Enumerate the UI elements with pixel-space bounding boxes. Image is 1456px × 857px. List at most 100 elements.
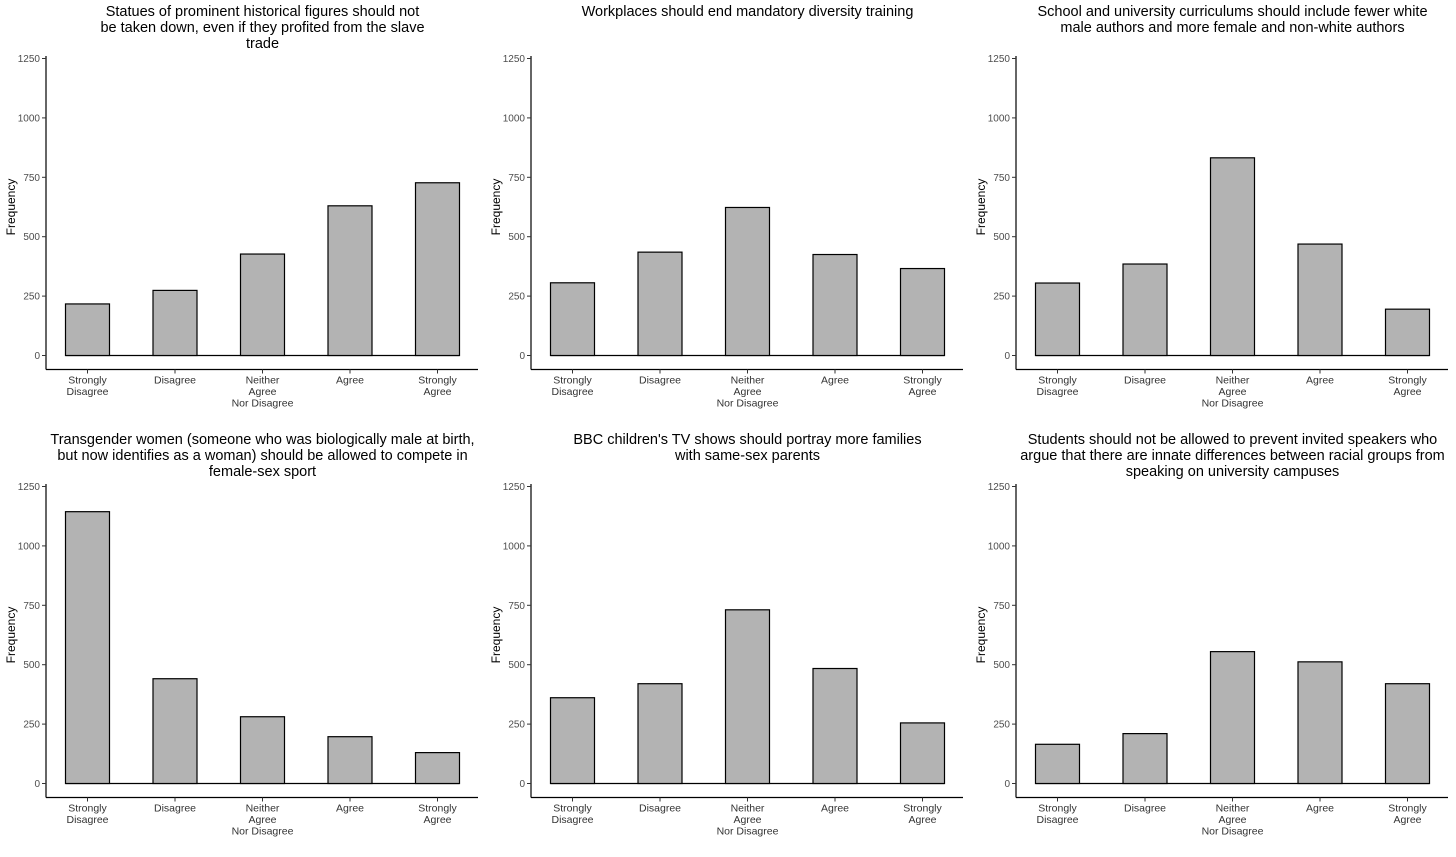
- x-tick-label: Neither Agree Nor Disagree: [1202, 375, 1264, 410]
- y-tick-label: 1000: [988, 541, 1011, 552]
- x-tick-label: Strongly Disagree: [1036, 803, 1078, 827]
- bar: [1122, 263, 1168, 357]
- y-tick-label: 250: [508, 292, 525, 303]
- chart-panel-bbc-tv: BBC children's TV shows should portray m…: [485, 428, 970, 856]
- bar: [1384, 308, 1431, 357]
- chart-svg: 0 250 500 750 1000 1250 Frequency Strongly Disag…: [4, 54, 478, 410]
- y-tick-label: 250: [508, 720, 525, 731]
- y-tick-label: 1250: [503, 54, 526, 65]
- bar: [1122, 733, 1168, 785]
- chart-svg: 0 250 500 750 1000 1250 Frequency Strongly Disag…: [489, 482, 963, 838]
- x-tick-label: Agree: [336, 375, 364, 387]
- x-tick-label: Neither Agree Nor Disagree: [717, 375, 779, 410]
- x-tick-label: Agree: [1306, 375, 1334, 387]
- x-tick-label: Strongly Agree: [1388, 803, 1427, 827]
- x-tick-label: Disagree: [1124, 375, 1166, 387]
- bar: [1297, 661, 1343, 785]
- chart-title: Workplaces should end mandatory diversit…: [581, 4, 914, 20]
- bar: [327, 736, 373, 785]
- bar: [64, 511, 111, 785]
- bar: [152, 289, 198, 357]
- y-tick-label: 500: [508, 232, 525, 243]
- bar: [637, 683, 683, 785]
- y-axis-title: Frequency: [489, 179, 503, 236]
- y-axis-title: Frequency: [489, 607, 503, 664]
- y-tick-label: 750: [23, 601, 40, 612]
- chart-title: Students should not be allowed to preven…: [1020, 432, 1445, 480]
- y-tick-label: 250: [23, 720, 40, 731]
- chart-panel-statues: Statues of prominent historical figures …: [0, 0, 485, 428]
- y-tick-label: 1250: [988, 54, 1011, 65]
- bar: [724, 206, 771, 357]
- x-tick-label: Disagree: [1124, 803, 1166, 815]
- bar: [812, 667, 858, 785]
- chart-title: School and university curriculums should…: [1037, 4, 1428, 36]
- y-tick-label: 1250: [988, 482, 1011, 493]
- x-tick-label: Disagree: [639, 375, 681, 387]
- x-tick-label: Neither Agree Nor Disagree: [232, 803, 294, 838]
- y-tick-label: 750: [993, 173, 1010, 184]
- y-axis-title: Frequency: [4, 179, 18, 236]
- chart-panel-transgender-sport: Transgender women (someone who was biolo…: [0, 428, 485, 856]
- y-tick-label: 1000: [503, 113, 526, 124]
- x-tick-label: Neither Agree Nor Disagree: [717, 803, 779, 838]
- y-tick-label: 500: [993, 660, 1010, 671]
- chart-title: BBC children's TV shows should portray m…: [573, 432, 922, 464]
- x-tick-label: Strongly Disagree: [1036, 375, 1078, 399]
- bar: [239, 716, 286, 785]
- chart-panel-invited-speakers: Students should not be allowed to preven…: [970, 428, 1455, 856]
- bar: [327, 205, 373, 357]
- y-tick-label: 0: [519, 351, 525, 362]
- bar: [637, 251, 683, 357]
- y-axis-title: Frequency: [4, 607, 18, 664]
- y-tick-label: 750: [508, 173, 525, 184]
- x-tick-label: Agree: [336, 803, 364, 815]
- x-tick-label: Strongly Disagree: [66, 375, 108, 399]
- bar: [414, 182, 461, 357]
- y-tick-label: 500: [23, 232, 40, 243]
- chart-svg: 0 250 500 750 1000 1250 Frequency Strongly Disag…: [974, 54, 1448, 410]
- y-tick-label: 0: [1004, 351, 1010, 362]
- bar: [414, 752, 461, 785]
- y-tick-label: 1250: [18, 482, 41, 493]
- bar: [239, 253, 286, 357]
- bar: [1034, 743, 1081, 785]
- chart-svg: 0 250 500 750 1000 1250 Frequency Strongly Disag…: [4, 482, 478, 838]
- y-tick-label: 1000: [18, 113, 41, 124]
- y-tick-label: 1250: [503, 482, 526, 493]
- bar: [1034, 282, 1081, 357]
- x-tick-label: Strongly Disagree: [551, 803, 593, 827]
- y-tick-label: 250: [993, 292, 1010, 303]
- chart-svg: 0 250 500 750 1000 1250 Frequency Strongly Disag…: [974, 482, 1448, 838]
- y-tick-label: 500: [508, 660, 525, 671]
- bar: [1209, 157, 1256, 357]
- chart-title: Statues of prominent historical figures …: [100, 4, 425, 52]
- chart-title: Transgender women (someone who was biolo…: [50, 432, 475, 480]
- y-tick-label: 750: [993, 601, 1010, 612]
- y-tick-label: 250: [23, 292, 40, 303]
- y-tick-label: 750: [23, 173, 40, 184]
- bar: [1384, 683, 1431, 785]
- y-tick-label: 0: [34, 351, 40, 362]
- bar: [899, 722, 946, 785]
- x-tick-label: Strongly Agree: [418, 375, 457, 399]
- x-tick-label: Strongly Disagree: [66, 803, 108, 827]
- y-tick-label: 500: [993, 232, 1010, 243]
- x-tick-label: Strongly Agree: [903, 803, 942, 827]
- y-tick-label: 1250: [18, 54, 41, 65]
- bar: [1297, 243, 1343, 357]
- chart-svg: 0 250 500 750 1000 1250 Frequency Strongly Disag…: [489, 54, 963, 410]
- x-tick-label: Strongly Agree: [903, 375, 942, 399]
- bar: [1209, 651, 1256, 785]
- x-tick-label: Agree: [1306, 803, 1334, 815]
- bar: [812, 253, 858, 357]
- y-tick-label: 1000: [18, 541, 41, 552]
- y-axis-title: Frequency: [974, 179, 988, 236]
- bar: [724, 609, 771, 785]
- x-tick-label: Strongly Agree: [1388, 375, 1427, 399]
- x-tick-label: Agree: [821, 375, 849, 387]
- y-tick-label: 0: [519, 779, 525, 790]
- bar: [899, 267, 946, 357]
- chart-panel-diversity-training: Workplaces should end mandatory diversit…: [485, 0, 970, 428]
- x-tick-label: Disagree: [154, 803, 196, 815]
